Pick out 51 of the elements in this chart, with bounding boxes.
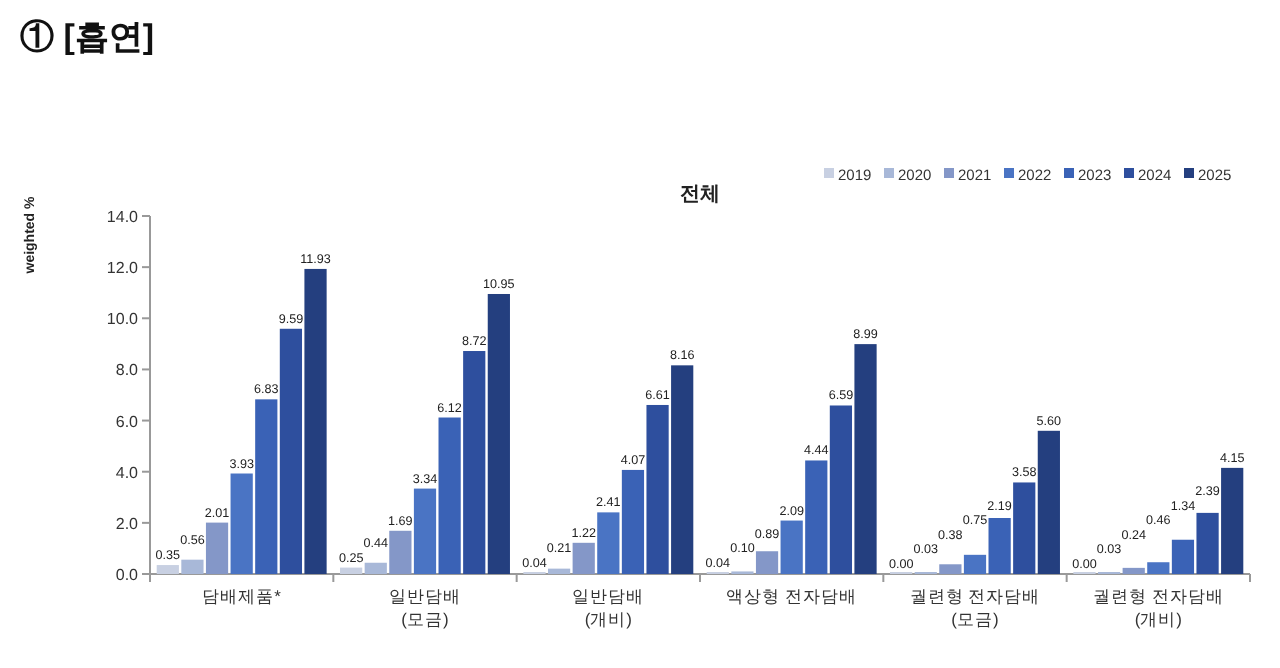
bar — [1037, 430, 1060, 574]
x-tick-label: 담배제품* — [202, 586, 283, 606]
bar — [230, 473, 253, 574]
x-tick-label: 액상형 전자담배 — [726, 586, 858, 606]
bar — [364, 562, 387, 574]
bar — [438, 417, 461, 574]
bar — [572, 542, 595, 574]
bar — [1147, 562, 1170, 574]
bar — [854, 344, 877, 574]
bar — [487, 293, 510, 574]
y-tick-label: 10.0 — [106, 310, 140, 329]
bar — [963, 554, 987, 574]
bar — [988, 518, 1011, 574]
bar — [621, 469, 645, 574]
bar — [646, 404, 669, 574]
bar — [829, 405, 853, 574]
bar — [755, 551, 779, 574]
bar — [463, 351, 486, 574]
bar — [671, 365, 694, 574]
bar — [181, 559, 204, 574]
y-tick-label: 6.0 — [115, 412, 140, 431]
bar — [597, 512, 620, 574]
bar — [156, 565, 179, 574]
bar — [780, 520, 803, 574]
bar — [1122, 567, 1145, 574]
bar — [413, 488, 437, 574]
y-tick-label: 4.0 — [115, 463, 140, 482]
bar — [1196, 512, 1219, 574]
x-tick-label: 궐련형 전자담배 (개비) — [1092, 586, 1224, 629]
y-tick-label: 2.0 — [115, 514, 140, 533]
bar — [255, 399, 278, 574]
bar — [389, 530, 412, 574]
bar — [1013, 482, 1036, 574]
bar — [205, 522, 229, 574]
y-tick-label: 14.0 — [106, 208, 140, 226]
bar — [304, 268, 327, 574]
y-tick-label: 8.0 — [115, 361, 140, 380]
x-tick-label: 궐련형 전자담배 (모금) — [909, 586, 1041, 629]
x-tick-label: 일반담배 (개비) — [572, 586, 645, 629]
bar — [1171, 539, 1195, 574]
chart-title: 전체 — [680, 184, 720, 206]
x-tick-label: 일반담배 (모금) — [389, 586, 461, 629]
bar — [1221, 467, 1244, 574]
bar — [939, 564, 962, 574]
bar — [340, 567, 363, 574]
bar — [279, 328, 303, 574]
bar — [805, 460, 828, 574]
y-tick-label: 0.0 — [115, 566, 140, 584]
y-tick-label: 12.0 — [106, 259, 140, 278]
text: ① [흡연] — [20, 18, 155, 56]
bar — [547, 568, 571, 574]
